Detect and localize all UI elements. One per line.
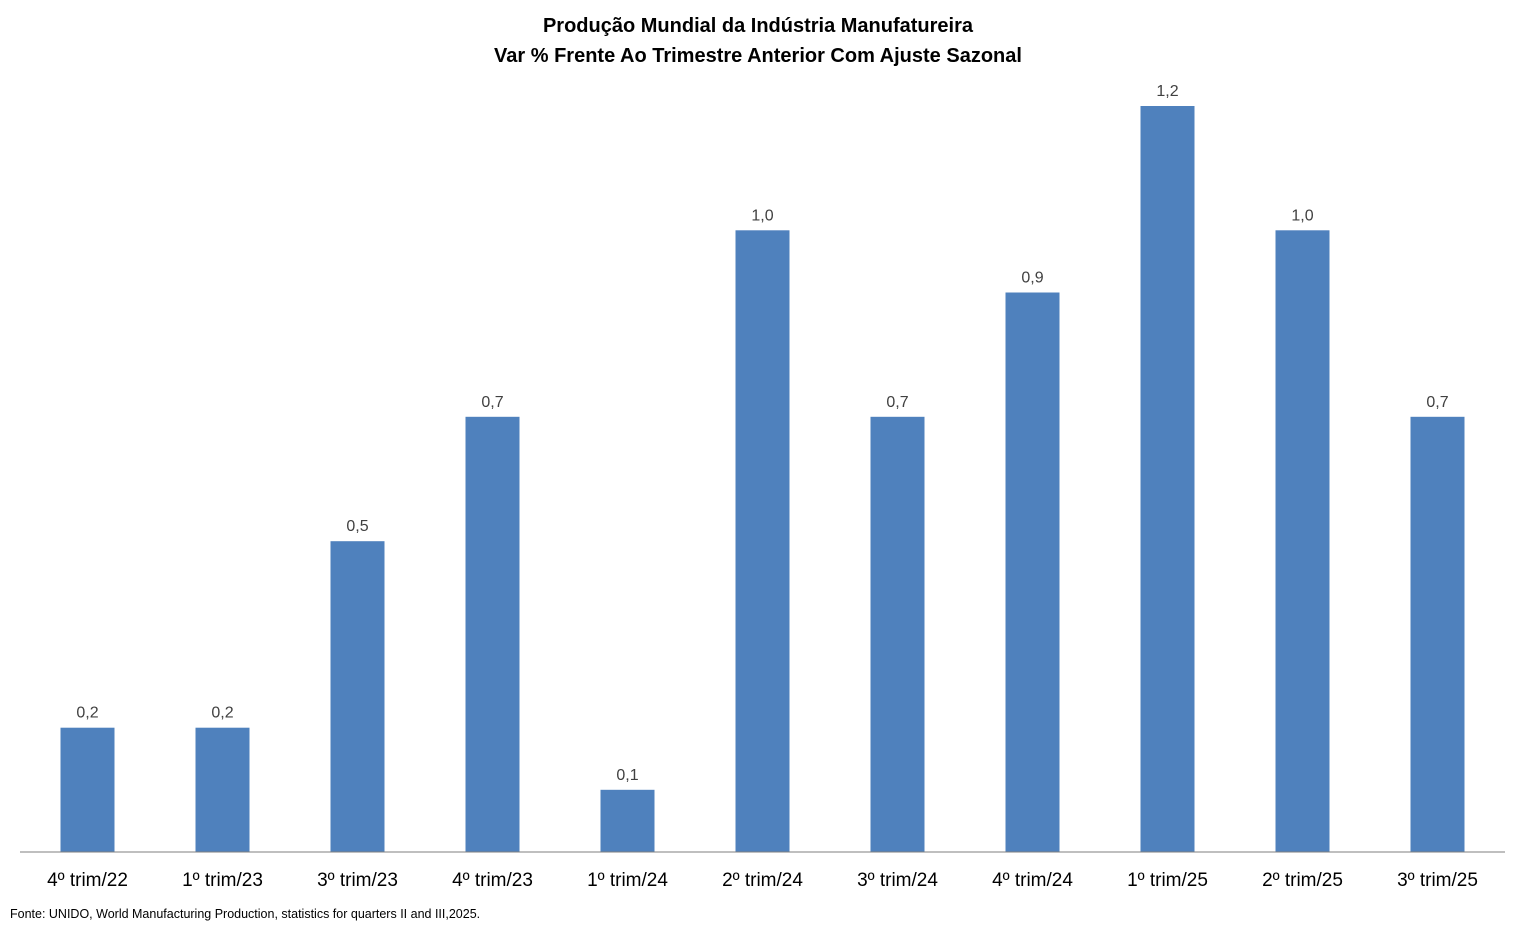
data-label: 0,7 — [481, 394, 503, 411]
bar — [1410, 416, 1465, 852]
data-label: 0,2 — [211, 705, 233, 722]
data-label: 1,2 — [1156, 83, 1178, 100]
data-label: 1,0 — [1291, 207, 1313, 224]
bars-group — [60, 106, 1465, 853]
bar — [465, 416, 520, 852]
bar — [1140, 106, 1195, 852]
data-label: 0,1 — [616, 767, 638, 784]
x-tick-label: 1º trim/23 — [182, 870, 263, 891]
x-tick-labels-group: 4º trim/22 1º trim/23 3º trim/23 4º trim/23… — [47, 870, 1478, 891]
x-tick-label: 1º trim/24 — [587, 870, 668, 891]
x-tick-label: 2º trim/24 — [722, 870, 803, 891]
data-label: 0,9 — [1021, 270, 1043, 287]
data-label: 0,5 — [346, 518, 368, 535]
x-tick-label: 4º trim/23 — [452, 870, 533, 891]
bar — [870, 416, 925, 852]
bar — [1005, 292, 1060, 852]
data-label: 1,0 — [751, 207, 773, 224]
bar — [1275, 230, 1330, 853]
bar — [735, 230, 790, 853]
bar — [60, 727, 115, 852]
source-note: Fonte: UNIDO, World Manufacturing Produc… — [10, 907, 480, 921]
bar — [330, 541, 385, 852]
x-tick-label: 4º trim/22 — [47, 870, 128, 891]
x-tick-label: 4º trim/24 — [992, 870, 1073, 891]
data-label: 0,7 — [886, 394, 908, 411]
bar — [600, 789, 655, 852]
x-tick-label: 3º trim/24 — [857, 870, 938, 891]
chart-subtitle: Var % Frente Ao Trimestre Anterior Com A… — [494, 45, 1022, 67]
x-tick-label: 3º trim/25 — [1397, 870, 1478, 891]
data-label: 0,2 — [76, 705, 98, 722]
bar — [195, 727, 250, 852]
x-tick-label: 2º trim/25 — [1262, 870, 1343, 891]
data-labels-group: 0,2 0,2 0,5 0,7 0,1 1,0 0,7 0,9 1,2 1,0 0,7 — [76, 83, 1448, 784]
chart-title: Produção Mundial da Indústria Manufature… — [543, 15, 974, 37]
x-tick-label: 3º trim/23 — [317, 870, 398, 891]
x-tick-label: 1º trim/25 — [1127, 870, 1208, 891]
data-label: 0,7 — [1426, 394, 1448, 411]
